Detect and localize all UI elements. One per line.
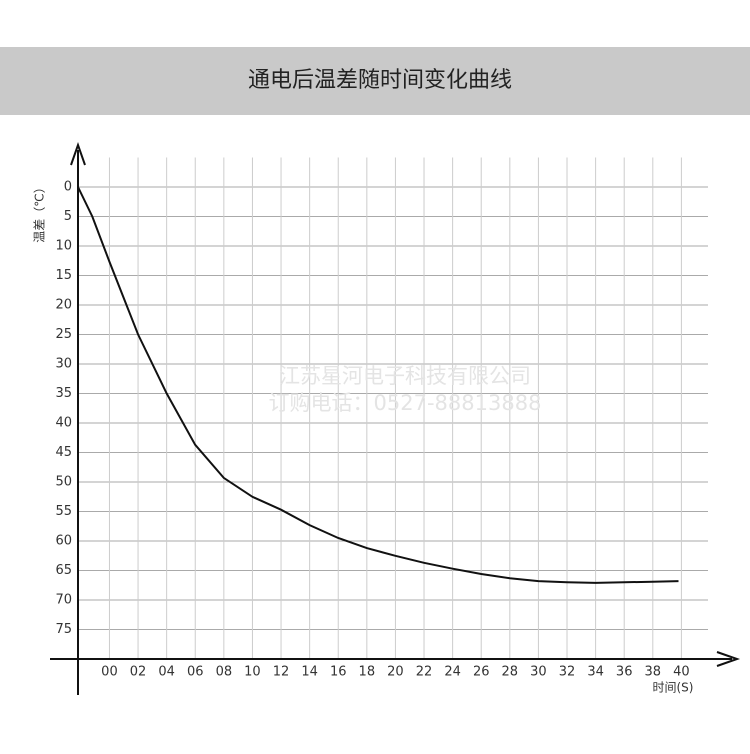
y-tick-label: 60 [55,534,72,549]
x-tick-label: 30 [530,665,547,680]
watermark: 订购电话：0527-88813888 [269,391,542,415]
y-tick-label: 55 [55,504,72,519]
x-tick-label: 06 [187,665,204,680]
chart-title: 通电后温差随时间变化曲线 [248,68,512,93]
y-tick-label: 50 [55,475,72,490]
y-tick-label: 25 [55,327,72,342]
y-tick-label: 65 [55,563,72,578]
y-tick-label: 20 [55,298,72,313]
x-axis-label: 时间(S) [653,681,694,695]
y-tick-label: 5 [64,209,72,224]
x-tick-label: 00 [101,665,118,680]
y-tick-label: 45 [55,445,72,460]
x-tick-label: 40 [673,665,690,680]
y-axis-label: 温差（℃） [33,181,47,242]
x-tick-label: 18 [359,665,376,680]
y-arrow [70,141,86,166]
x-tick-label: 12 [273,665,290,680]
x-tick-label: 02 [130,665,147,680]
y-tick-label: 75 [55,622,72,637]
y-tick-label: 15 [55,268,72,283]
y-tick-label: 35 [55,386,72,401]
x-tick-label: 28 [502,665,519,680]
y-tick-label: 30 [55,357,72,372]
x-tick-label: 36 [616,665,633,680]
x-tick-label: 10 [244,665,261,680]
x-arrow [716,651,741,667]
line-series [77,186,679,584]
y-tick-label: 70 [55,593,72,608]
x-tick-label: 32 [559,665,576,680]
x-tick-label: 34 [587,665,604,680]
y-tick-label: 0 [64,180,72,195]
x-tick-label: 08 [216,665,233,680]
y-tick-label: 10 [55,239,72,254]
x-tick-label: 22 [416,665,433,680]
title-band [0,47,750,115]
x-tick-label: 26 [473,665,490,680]
x-tick-label: 16 [330,665,347,680]
x-tick-label: 38 [645,665,662,680]
x-tick-label: 14 [301,665,318,680]
watermark: 江苏星河电子科技有限公司 [279,364,531,388]
y-tick-label: 40 [55,416,72,431]
x-tick-label: 04 [158,665,175,680]
x-tick-label: 20 [387,665,404,680]
x-tick-label: 24 [444,665,461,680]
